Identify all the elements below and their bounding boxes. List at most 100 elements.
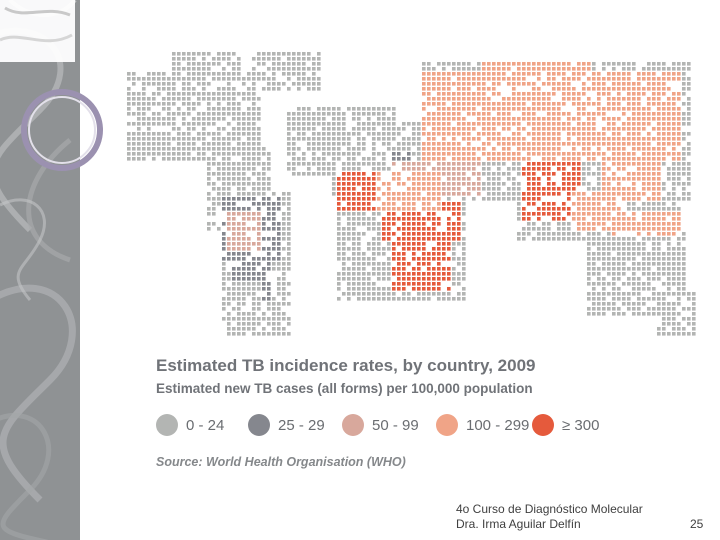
- map-dot: [387, 242, 391, 246]
- map-dot: [672, 217, 676, 221]
- map-dot: [487, 137, 491, 141]
- map-dot: [397, 262, 401, 266]
- map-dot: [232, 162, 236, 166]
- map-dot: [542, 222, 546, 226]
- map-dot: [282, 202, 286, 206]
- map-dot: [497, 92, 501, 96]
- map-dot: [657, 67, 661, 71]
- map-dot: [432, 187, 436, 191]
- map-dot: [602, 142, 606, 146]
- map-dot: [542, 187, 546, 191]
- map-dot: [367, 157, 371, 161]
- map-dot: [282, 312, 286, 316]
- map-dot: [677, 92, 681, 96]
- map-dot: [382, 217, 386, 221]
- map-dot: [352, 187, 356, 191]
- map-dot: [292, 62, 296, 66]
- map-dot: [382, 142, 386, 146]
- map-dot: [627, 297, 631, 301]
- map-dot: [247, 137, 251, 141]
- map-dot: [572, 87, 576, 91]
- map-dot: [572, 127, 576, 131]
- map-dot: [447, 272, 451, 276]
- map-dot: [192, 77, 196, 81]
- map-dot: [667, 307, 671, 311]
- map-dot: [347, 282, 351, 286]
- map-dot: [687, 142, 691, 146]
- map-dot: [542, 67, 546, 71]
- map-dot: [362, 197, 366, 201]
- map-dot: [632, 202, 636, 206]
- map-dot: [382, 292, 386, 296]
- map-dot: [597, 237, 601, 241]
- map-dot: [242, 297, 246, 301]
- map-dot: [202, 112, 206, 116]
- map-dot: [372, 177, 376, 181]
- map-dot: [277, 202, 281, 206]
- map-dot: [637, 227, 641, 231]
- map-dot: [512, 62, 516, 66]
- map-dot: [267, 212, 271, 216]
- map-dot: [387, 237, 391, 241]
- map-dot: [537, 152, 541, 156]
- map-dot: [512, 132, 516, 136]
- map-dot: [677, 177, 681, 181]
- map-dot: [507, 112, 511, 116]
- map-dot: [612, 202, 616, 206]
- map-dot: [517, 132, 521, 136]
- map-dot: [597, 312, 601, 316]
- map-dot: [577, 162, 581, 166]
- map-dot: [287, 117, 291, 121]
- map-dot: [422, 187, 426, 191]
- map-dot: [362, 137, 366, 141]
- map-dot: [152, 77, 156, 81]
- map-dot: [547, 102, 551, 106]
- map-dot: [277, 82, 281, 86]
- map-dot: [562, 162, 566, 166]
- map-dot: [237, 122, 241, 126]
- map-dot: [557, 222, 561, 226]
- map-dot: [392, 247, 396, 251]
- map-dot: [462, 147, 466, 151]
- map-dot: [262, 312, 266, 316]
- map-dot: [392, 222, 396, 226]
- map-dot: [592, 272, 596, 276]
- map-dot: [397, 287, 401, 291]
- map-dot: [212, 57, 216, 61]
- map-dot: [232, 112, 236, 116]
- map-dot: [607, 167, 611, 171]
- map-dot: [517, 67, 521, 71]
- map-dot: [252, 262, 256, 266]
- map-dot: [332, 187, 336, 191]
- map-dot: [307, 82, 311, 86]
- map-dot: [617, 182, 621, 186]
- map-dot: [327, 152, 331, 156]
- map-dot: [502, 67, 506, 71]
- map-dot: [372, 122, 376, 126]
- map-dot: [467, 162, 471, 166]
- map-dot: [247, 182, 251, 186]
- map-dot: [662, 317, 666, 321]
- map-dot: [662, 72, 666, 76]
- map-dot: [647, 202, 651, 206]
- map-dot: [602, 277, 606, 281]
- map-dot: [647, 282, 651, 286]
- map-dot: [672, 72, 676, 76]
- map-dot: [632, 87, 636, 91]
- map-dot: [287, 292, 291, 296]
- map-dot: [657, 92, 661, 96]
- map-dot: [342, 267, 346, 271]
- map-dot: [222, 107, 226, 111]
- map-dot: [627, 117, 631, 121]
- map-dot: [477, 162, 481, 166]
- map-dot: [647, 262, 651, 266]
- map-dot: [222, 192, 226, 196]
- map-dot: [437, 167, 441, 171]
- map-dot: [617, 147, 621, 151]
- map-dot: [487, 122, 491, 126]
- map-dot: [452, 237, 456, 241]
- map-dot: [647, 87, 651, 91]
- map-dot: [372, 127, 376, 131]
- map-dot: [662, 322, 666, 326]
- map-dot: [257, 277, 261, 281]
